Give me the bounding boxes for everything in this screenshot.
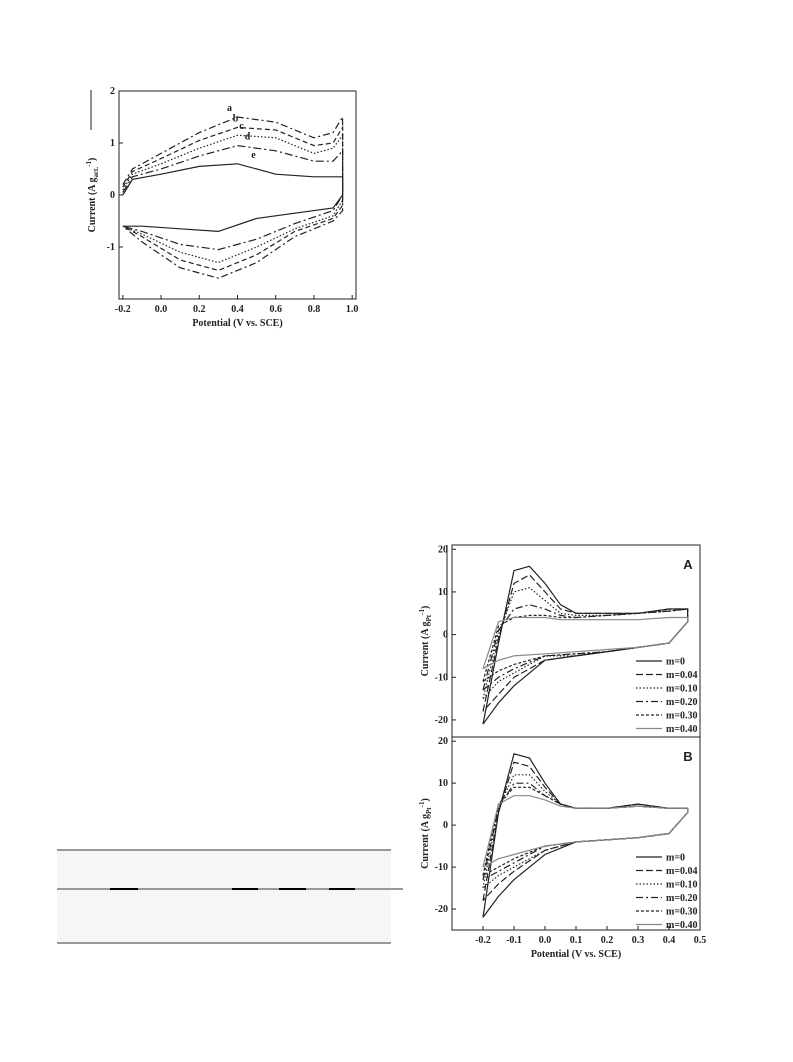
x-tick-label: 0.1 [570, 935, 583, 946]
y-tick-label: 0 [443, 630, 448, 641]
x-tick-label: 0.8 [308, 304, 321, 315]
y-tick-label: 10 [438, 587, 448, 598]
curve-label: d [245, 132, 251, 143]
x-tick-label: -0.2 [475, 935, 491, 946]
y-tick-label: 2 [110, 86, 115, 97]
plot-frame [451, 544, 701, 738]
y-axis-label-part: Pt [425, 614, 433, 621]
y-axis-label-part: -1 [418, 609, 426, 615]
cv-curve [482, 786, 689, 877]
legend-label: m=0.04 [666, 866, 698, 877]
y-tick-label: 10 [438, 778, 448, 789]
legend-label: m=0 [666, 657, 685, 668]
legend-label: m=0.30 [666, 907, 698, 918]
y-axis-label-part: Current (A g [87, 178, 98, 233]
panel-label: B [683, 749, 692, 764]
legend-label: m=0.40 [666, 724, 698, 735]
x-tick-label: 0.0 [155, 304, 168, 315]
y-axis-label: Current (A gact.-1) [85, 158, 100, 233]
legend-label: m=0 [666, 853, 685, 864]
legend-label: m=0.04 [666, 670, 698, 681]
legend-label: m=0.30 [666, 711, 698, 722]
cv-curve [122, 133, 344, 264]
x-axis-label: Potential (V vs. SCE) [531, 949, 621, 960]
y-axis-label-part: ) [420, 798, 431, 801]
cv-curve [482, 616, 689, 670]
y-tick-label: -20 [435, 715, 448, 726]
y-tick-label: -10 [435, 672, 448, 683]
y-axis-label-part: -1 [418, 801, 426, 807]
plot-frame [451, 736, 701, 931]
y-axis-label-part: ) [420, 606, 431, 609]
x-tick-label: 1.0 [346, 304, 359, 315]
legend-label: m=0.40 [666, 920, 698, 931]
curve-label: e [251, 150, 256, 161]
panel-label: A [683, 557, 693, 572]
x-tick-label: 0.0 [539, 935, 552, 946]
x-tick-label: 0.2 [601, 935, 614, 946]
cv-curve [122, 125, 344, 272]
curve-label: a [227, 103, 232, 114]
y-tick-label: -20 [435, 904, 448, 915]
cv-curve [122, 163, 344, 233]
table-band [57, 890, 391, 942]
curve-label: b [233, 113, 239, 124]
x-tick-label: -0.1 [506, 935, 522, 946]
curve-label: c [239, 121, 244, 132]
y-tick-label: -10 [435, 862, 448, 873]
x-tick-label: 0.4 [663, 935, 676, 946]
x-tick-label: 0.3 [632, 935, 645, 946]
x-tick-label: 0.4 [231, 304, 244, 315]
x-axis-label: Potential (V vs. SCE) [192, 318, 282, 329]
y-tick-label: 0 [110, 190, 115, 201]
y-tick-label: 20 [438, 736, 448, 747]
cv-curve [482, 608, 689, 682]
cv-curve [482, 587, 689, 700]
y-tick-label: 0 [443, 820, 448, 831]
y-axis-label: Current (A gPt-1) [418, 606, 433, 677]
cv-curve [482, 574, 689, 712]
cv-curve [122, 144, 344, 251]
x-tick-label: -0.2 [115, 304, 131, 315]
y-tick-label: 20 [438, 544, 448, 555]
y-tick-label: -1 [107, 242, 115, 253]
legend-label: m=0.10 [666, 880, 698, 891]
y-tick-label: 1 [110, 138, 115, 149]
y-axis-label-part: Current (A g [420, 814, 431, 869]
y-axis-label: Current (A gPt-1) [418, 798, 433, 869]
x-tick-label: 0.6 [269, 304, 282, 315]
x-tick-label: 0.5 [694, 935, 707, 946]
cv-curve [122, 114, 344, 279]
y-axis-label-part: Pt [425, 807, 433, 814]
x-tick-label: 0.2 [193, 304, 206, 315]
cv-curve [482, 795, 689, 868]
legend-label: m=0.10 [666, 684, 698, 695]
cv-curve [482, 782, 689, 881]
y-axis-label-part: Current (A g [420, 621, 431, 676]
y-axis-label-part: ) [87, 158, 98, 161]
legend-label: m=0.20 [666, 893, 698, 904]
y-axis-label-part: act. [92, 167, 100, 178]
legend-label: m=0.20 [666, 697, 698, 708]
y-axis-label-part: -1 [85, 161, 93, 167]
table-band [57, 851, 391, 888]
